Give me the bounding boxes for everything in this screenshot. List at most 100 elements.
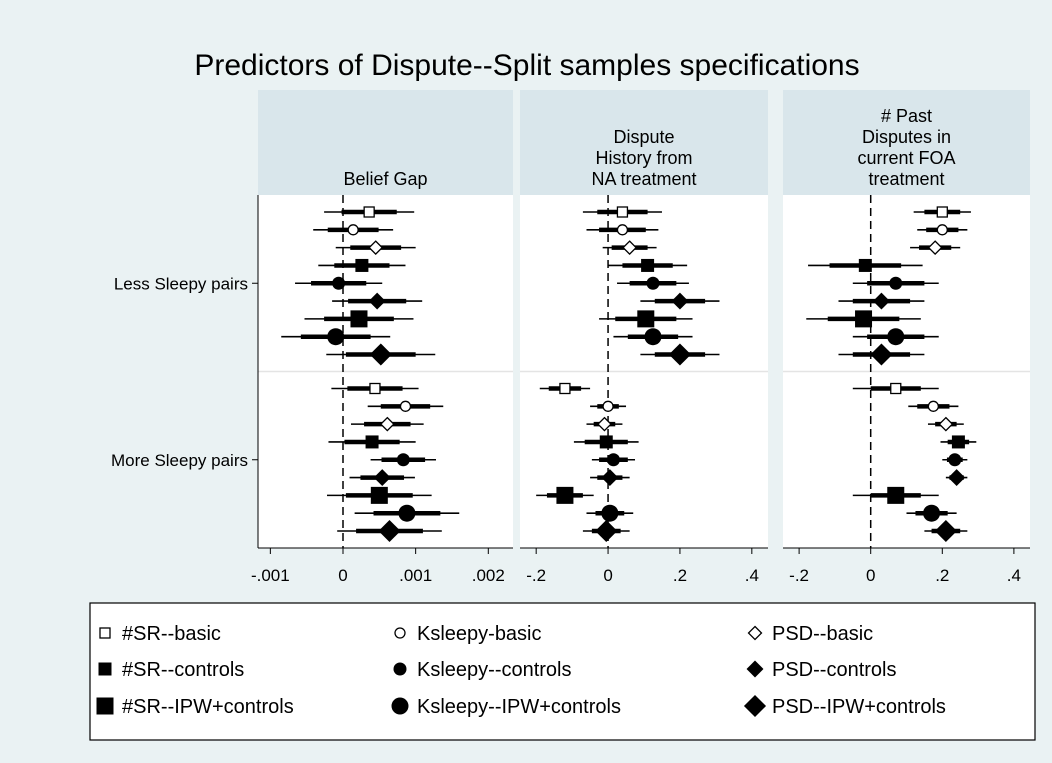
marker <box>368 292 386 310</box>
panel-title-bg <box>520 90 768 195</box>
x-tick-label: .4 <box>745 566 759 585</box>
marker <box>99 627 111 639</box>
marker <box>606 453 620 467</box>
marker <box>923 504 941 522</box>
marker <box>370 486 388 504</box>
marker <box>559 382 571 395</box>
marker <box>887 486 905 504</box>
marker <box>948 453 962 467</box>
legend-label: Ksleepy-basic <box>417 623 542 645</box>
marker <box>350 310 368 328</box>
x-tick-label: 0 <box>338 566 347 585</box>
marker <box>927 240 943 256</box>
marker <box>396 453 410 467</box>
marker <box>872 292 890 310</box>
marker <box>601 504 619 522</box>
marker <box>373 469 391 487</box>
marker <box>363 206 375 218</box>
marker <box>391 697 409 715</box>
marker <box>398 504 416 522</box>
x-tick-label: .001 <box>399 566 432 585</box>
x-tick-label: .002 <box>472 566 505 585</box>
marker <box>368 240 384 256</box>
x-tick-label: -.2 <box>789 566 809 585</box>
marker <box>96 697 114 715</box>
panel-title: History from <box>595 148 692 168</box>
marker <box>347 224 359 236</box>
marker <box>644 328 662 346</box>
x-tick-label: .2 <box>673 566 687 585</box>
x-tick-label: -.001 <box>251 566 290 585</box>
legend-label: PSD--basic <box>772 623 873 645</box>
marker <box>616 206 629 218</box>
y-tick-label: More Sleepy pairs <box>111 451 248 470</box>
marker <box>858 258 872 272</box>
marker <box>936 206 948 218</box>
marker <box>887 328 905 346</box>
marker <box>393 662 407 676</box>
marker <box>668 343 691 366</box>
marker <box>671 292 689 310</box>
panel-title: Dispute <box>613 127 674 147</box>
legend-box <box>89 602 1036 741</box>
legend-label: Ksleepy--controls <box>417 659 572 681</box>
marker <box>601 469 619 487</box>
marker <box>602 400 614 412</box>
marker <box>365 435 379 449</box>
marker <box>355 258 369 272</box>
marker <box>327 328 345 346</box>
marker <box>948 469 966 487</box>
x-tick-label: 0 <box>603 566 612 585</box>
legend-label: PSD--IPW+controls <box>772 696 946 718</box>
legend-label: #SR--IPW+controls <box>122 696 294 718</box>
marker <box>369 382 381 395</box>
marker <box>746 660 764 678</box>
marker <box>890 382 902 395</box>
legend-label: #SR--controls <box>122 659 244 681</box>
marker <box>870 343 893 366</box>
panel-title-bg <box>258 90 513 195</box>
x-tick-label: -.2 <box>526 566 546 585</box>
marker <box>616 224 629 236</box>
marker <box>889 276 903 290</box>
marker <box>855 310 873 328</box>
marker <box>934 519 957 543</box>
panel-title: current FOA <box>857 148 955 168</box>
marker <box>747 625 763 641</box>
marker <box>622 240 638 256</box>
legend-label: PSD--controls <box>772 659 896 681</box>
marker <box>595 519 618 543</box>
marker <box>379 416 395 432</box>
marker <box>399 400 412 412</box>
panel-title: # Past <box>881 106 932 126</box>
legend-label: #SR--basic <box>122 623 221 645</box>
marker <box>637 310 655 328</box>
panel-title-bg <box>783 90 1030 195</box>
marker <box>641 258 655 272</box>
marker <box>646 276 660 290</box>
marker <box>599 435 613 449</box>
marker <box>938 416 954 432</box>
marker <box>597 416 612 432</box>
marker <box>378 519 401 543</box>
x-tick-label: .4 <box>1007 566 1021 585</box>
panel-title: treatment <box>868 169 944 189</box>
chart-title: Predictors of Dispute--Split samples spe… <box>194 49 859 82</box>
panel-title: NA treatment <box>591 169 696 189</box>
x-tick-label: 0 <box>866 566 875 585</box>
marker <box>743 694 767 718</box>
legend-label: Ksleepy--IPW+controls <box>417 696 621 718</box>
marker <box>394 627 406 639</box>
x-tick-label: .2 <box>935 566 949 585</box>
marker <box>927 400 939 412</box>
marker <box>98 662 112 676</box>
marker <box>369 343 392 366</box>
marker <box>556 486 574 504</box>
panel-title: Belief Gap <box>343 169 427 189</box>
marker <box>332 276 346 290</box>
marker <box>951 435 965 449</box>
marker <box>936 224 948 236</box>
y-tick-label: Less Sleepy pairs <box>114 274 248 293</box>
panel-title: Disputes in <box>862 127 951 147</box>
